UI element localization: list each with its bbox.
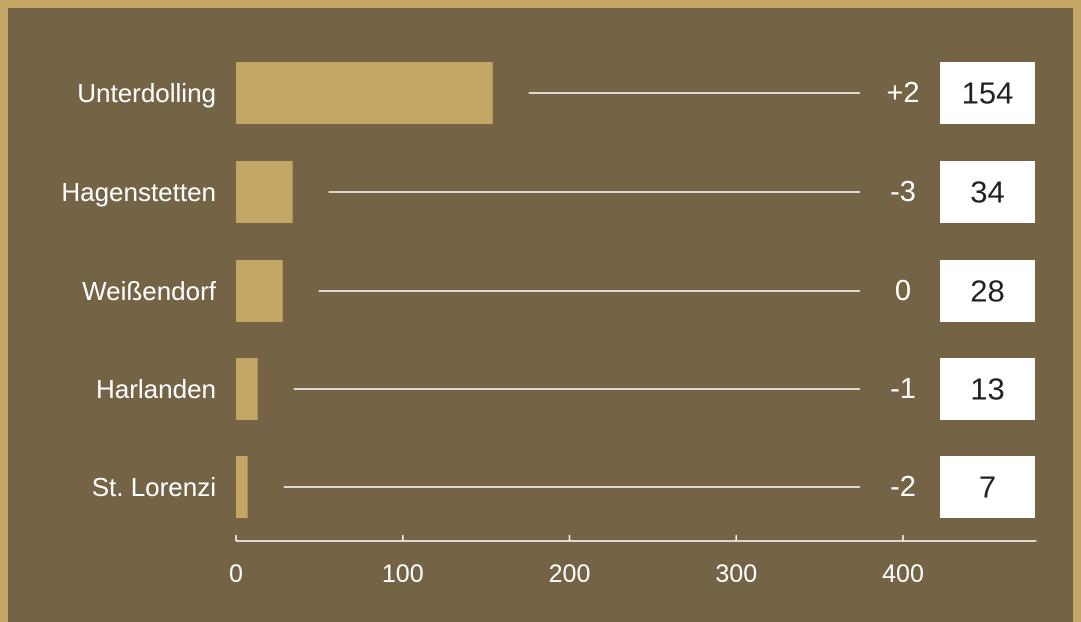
change-label: -2 [890,471,916,503]
value-label: 34 [970,175,1004,210]
value-label: 154 [962,76,1014,111]
bar [236,260,283,322]
value-box [940,358,1035,420]
change-label: -1 [890,373,916,405]
x-tick-label: 300 [715,560,757,588]
bar [236,358,258,420]
x-tick-label: 0 [229,560,243,588]
value-box [940,456,1035,518]
chart-panel [8,8,1073,622]
change-label: +2 [886,77,919,109]
value-box [940,161,1035,223]
x-tick-label: 200 [549,560,591,588]
category-label: Harlanden [96,374,216,404]
category-label: St. Lorenzi [92,472,216,502]
value-box [940,260,1035,322]
value-label: 7 [979,470,996,505]
x-tick-label: 100 [382,560,424,588]
value-label: 13 [970,372,1004,407]
bar [236,62,493,124]
bar [236,456,248,518]
x-tick-label: 400 [882,560,924,588]
category-label: Unterdolling [77,78,216,108]
change-label: -3 [890,176,916,208]
change-label: 0 [895,275,911,307]
category-label: Hagenstetten [61,177,216,207]
bar [236,161,293,223]
value-box [940,62,1035,124]
category-label: Weißendorf [82,276,217,306]
value-label: 28 [970,274,1004,309]
